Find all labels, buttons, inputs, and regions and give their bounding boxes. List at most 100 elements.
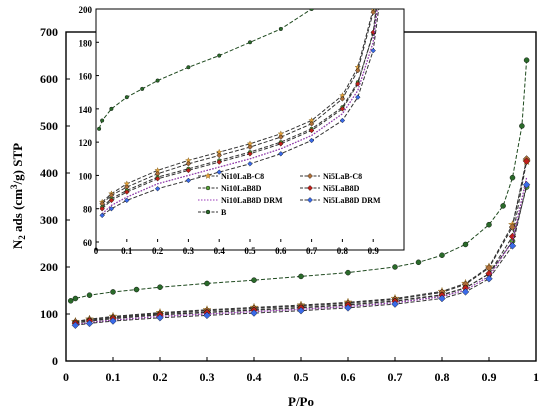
data-point bbox=[185, 177, 192, 184]
y-tick-label: 400 bbox=[40, 166, 58, 180]
data-point bbox=[308, 121, 315, 127]
data-point bbox=[438, 294, 446, 303]
y-tick-label: 120 bbox=[79, 138, 93, 148]
data-point bbox=[216, 169, 222, 175]
legend-label: Ni5LaB8D DRM bbox=[323, 196, 381, 205]
series-line bbox=[75, 158, 528, 323]
y-tick-label: 100 bbox=[79, 171, 93, 181]
data-point bbox=[109, 317, 117, 325]
data-point bbox=[339, 117, 346, 124]
data-point bbox=[251, 277, 257, 283]
data-point bbox=[355, 94, 361, 100]
series-line bbox=[75, 161, 528, 324]
y-tick-label: 180 bbox=[79, 38, 93, 48]
data-point bbox=[392, 264, 398, 270]
data-point bbox=[508, 242, 517, 250]
data-point bbox=[308, 137, 315, 144]
data-point bbox=[309, 9, 314, 11]
x-tick-label: 0.5 bbox=[244, 246, 256, 256]
legend-item: Ni5LaB8D bbox=[300, 184, 360, 193]
data-point bbox=[185, 167, 192, 174]
data-point bbox=[124, 197, 130, 204]
data-point bbox=[99, 212, 105, 219]
y-tick-label: 100 bbox=[40, 307, 58, 321]
data-point bbox=[339, 106, 346, 112]
data-point bbox=[247, 151, 253, 157]
data-point bbox=[217, 53, 222, 58]
data-point bbox=[500, 203, 506, 209]
legend-item: Ni5LaB8D DRM bbox=[300, 196, 381, 205]
data-point bbox=[108, 197, 115, 204]
data-point bbox=[307, 197, 313, 203]
y-tick-label: 200 bbox=[79, 5, 93, 15]
data-point bbox=[205, 185, 211, 191]
x-tick-label: 1 bbox=[533, 370, 539, 384]
data-point bbox=[86, 292, 93, 298]
data-point bbox=[205, 209, 211, 215]
data-point bbox=[278, 134, 284, 140]
data-point bbox=[519, 123, 525, 129]
x-tick-label: 0 bbox=[63, 370, 69, 384]
legend-label: B bbox=[221, 208, 227, 217]
data-point bbox=[522, 181, 531, 189]
data-point bbox=[308, 127, 315, 134]
legend-label: Ni5LaB-C8 bbox=[323, 172, 362, 181]
series-line bbox=[101, 9, 375, 205]
x-tick-label: 0.1 bbox=[106, 370, 121, 384]
data-point bbox=[509, 174, 516, 181]
x-tick-label: 0.6 bbox=[341, 370, 356, 384]
y-axis-title: N2 ads (cm3/g) STP bbox=[9, 143, 27, 249]
data-point bbox=[71, 321, 80, 329]
data-point bbox=[72, 295, 79, 302]
data-point bbox=[110, 289, 116, 295]
y-tick-label: 300 bbox=[40, 213, 58, 227]
data-point bbox=[247, 40, 252, 45]
data-point bbox=[278, 151, 284, 157]
y-tick-label: 0 bbox=[52, 354, 58, 368]
inset-chart: 0 0.1 0.2 0.3 0.4 0.5 0.6 0.7 0.8 0.9 60 80 100 120 14… bbox=[79, 5, 405, 256]
data-point bbox=[247, 144, 253, 150]
legend-label: Ni10LaB8D bbox=[221, 184, 262, 193]
data-point bbox=[185, 161, 192, 167]
data-point bbox=[216, 152, 222, 159]
data-point bbox=[298, 273, 304, 280]
x-tick-label: 0 bbox=[94, 246, 99, 256]
series-ni5lab8d-drm bbox=[99, 9, 380, 219]
x-tick-label: 0.1 bbox=[121, 246, 133, 256]
x-tick-label: 0.8 bbox=[337, 246, 349, 256]
data-point bbox=[462, 241, 469, 248]
legend-label: Ni10LaB8D DRM bbox=[221, 196, 283, 205]
inset-frame bbox=[95, 8, 405, 251]
data-point bbox=[155, 78, 160, 83]
data-point bbox=[461, 288, 470, 296]
data-point bbox=[186, 65, 191, 70]
data-point bbox=[344, 304, 352, 312]
y-tick-label: 600 bbox=[40, 72, 58, 86]
data-point bbox=[370, 9, 376, 16]
data-point bbox=[124, 95, 129, 100]
data-point bbox=[355, 67, 361, 74]
y-tick-label: 160 bbox=[79, 72, 93, 82]
series-b bbox=[67, 57, 530, 304]
data-point bbox=[345, 269, 351, 276]
data-point bbox=[250, 309, 258, 317]
legend-item: Ni10LaB-C8 bbox=[198, 172, 264, 181]
y-tick-label: 60 bbox=[83, 238, 93, 248]
data-point bbox=[156, 314, 164, 322]
legend: Ni10LaB-C8 Ni10LaB8D Ni10LaB8D DRM B Ni5LaB-… bbox=[198, 172, 381, 217]
data-point bbox=[100, 118, 105, 123]
x-tick-label: 0.7 bbox=[306, 246, 318, 256]
x-tick-label: 0.2 bbox=[153, 370, 168, 384]
series-ni10lab8d-drm bbox=[75, 177, 528, 326]
series-line bbox=[101, 9, 378, 208]
series-line bbox=[75, 184, 528, 326]
data-point bbox=[124, 189, 130, 195]
data-point bbox=[109, 106, 114, 111]
data-point bbox=[108, 206, 115, 212]
series-ni10lab8d-drm bbox=[101, 9, 378, 215]
series-ni5lab8d-drm bbox=[71, 181, 531, 329]
data-point bbox=[370, 47, 376, 54]
data-point bbox=[133, 286, 140, 293]
legend-label: Ni5LaB8D bbox=[323, 184, 360, 193]
